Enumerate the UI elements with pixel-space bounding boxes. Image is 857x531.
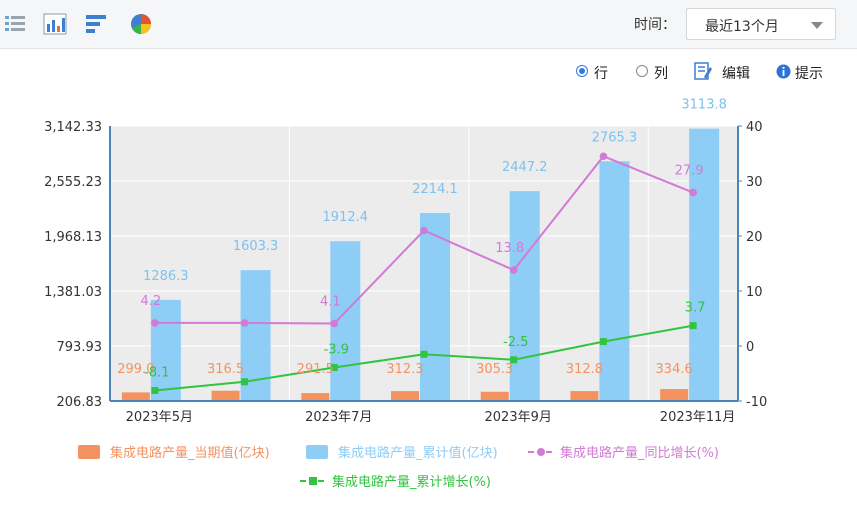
row-radio[interactable]: [576, 65, 588, 77]
bar-current: [660, 389, 689, 401]
label-current: 312.8: [566, 362, 603, 377]
legend-swatch: [306, 445, 328, 459]
chevron-down-icon: [811, 22, 823, 29]
right-axis-tick: 40: [746, 120, 763, 135]
line-point: [151, 387, 159, 395]
bar-current: [570, 391, 599, 401]
row-option-label[interactable]: 行: [594, 66, 608, 82]
legend-label: 集成电路产量_同比增长(%): [560, 445, 719, 461]
x-axis-tick: 2023年11月: [660, 410, 736, 425]
line-series: [151, 152, 697, 395]
label-cum-growth: -2.5: [503, 335, 528, 350]
axes: 3,142.33 2,555.23 1,968.13 1,381.03 793.93 20…: [44, 120, 767, 425]
right-axis-tick: 20: [746, 230, 763, 245]
pie-chart-icon[interactable]: [128, 12, 154, 36]
x-axis-tick: 2023年5月: [126, 410, 193, 425]
tip-button[interactable]: 提示: [795, 66, 823, 82]
label-cumulative: 1286.3: [143, 269, 189, 284]
time-label: 时间：: [634, 17, 676, 33]
line-point: [599, 338, 607, 346]
list-icon[interactable]: [2, 12, 28, 36]
label-cum-growth: 3.7: [685, 301, 706, 316]
line-point: [689, 322, 697, 330]
edit-icon[interactable]: [694, 61, 712, 81]
column-option-label[interactable]: 列: [654, 66, 668, 82]
right-axis-tick: 30: [746, 175, 763, 190]
right-axis-tick: 0: [746, 340, 754, 355]
label-cumulative: 1603.3: [233, 239, 279, 254]
label-yoy: 4.1: [320, 294, 341, 309]
bar-cumulative: [599, 161, 630, 401]
legend-swatch: [78, 445, 100, 459]
label-cumulative: 2214.1: [412, 182, 458, 197]
legend-label: 集成电路产量_累计值(亿块): [338, 445, 498, 461]
bar-current: [480, 391, 509, 401]
time-range-value: 最近13个月: [705, 19, 779, 35]
label-cumulative: 1912.4: [323, 210, 369, 225]
bar-chart-icon[interactable]: [42, 12, 68, 36]
label-current: 291.5: [297, 362, 334, 377]
bar-current: [121, 392, 150, 401]
label-cumulative: 2765.3: [592, 130, 638, 145]
bar-series: [121, 128, 720, 401]
toolbar: 时间： 最近13个月: [0, 0, 857, 49]
line-point: [240, 319, 249, 327]
x-axis-tick: 2023年7月: [305, 410, 372, 425]
right-axis-tick: -10: [746, 395, 767, 410]
bar-cumulative: [509, 191, 540, 401]
label-cum-growth: -8.1: [144, 366, 169, 381]
legend-marker: [537, 448, 545, 456]
label-current: 299.0: [117, 362, 154, 377]
left-axis-tick: 1,968.13: [44, 230, 102, 245]
line-point: [151, 319, 159, 327]
label-yoy: 27.9: [675, 164, 704, 179]
line-point: [689, 188, 697, 197]
right-axis-tick: 10: [746, 285, 763, 300]
label-current: 334.6: [656, 362, 693, 377]
legend-label: 集成电路产量_当期值(亿块): [110, 445, 270, 461]
line-point: [241, 378, 249, 386]
edit-button[interactable]: 编辑: [722, 66, 750, 82]
left-axis-tick: 206.83: [57, 395, 103, 410]
line-point: [509, 266, 518, 274]
line-point: [599, 152, 608, 161]
legend-label: 集成电路产量_累计增长(%): [332, 474, 491, 490]
line-point: [420, 226, 428, 235]
label-cumulative: 2447.2: [502, 160, 548, 175]
data-labels: 299.0 316.5 291.5 312.3 305.3 312.8 334.6 1286.…: [117, 98, 727, 381]
label-cum-growth: -3.9: [324, 342, 349, 357]
legend-marker: [309, 477, 317, 485]
line-point: [330, 319, 339, 328]
horizontal-bar-icon[interactable]: [84, 12, 110, 36]
bar-cumulative: [150, 299, 181, 401]
bar-current: [211, 390, 240, 401]
left-axis-tick: 1,381.03: [44, 285, 102, 300]
line-point: [510, 356, 518, 364]
bar-current: [391, 391, 419, 401]
label-current: 305.3: [476, 362, 513, 377]
line-point: [420, 350, 428, 358]
bar-cumulative: [689, 128, 720, 401]
label-yoy: 4.2: [141, 294, 162, 309]
legend: 集成电路产量_当期值(亿块) 集成电路产量_累计值(亿块) 集成电路产量_同比增长(…: [78, 445, 719, 490]
bar-cumulative: [420, 212, 450, 401]
info-icon[interactable]: [776, 64, 791, 79]
label-yoy: 13.8: [495, 241, 524, 256]
left-axis-tick: 793.93: [57, 340, 103, 355]
label-current: 312.3: [386, 362, 423, 377]
left-axis-tick: 2,555.23: [44, 175, 102, 190]
line-point: [330, 363, 338, 371]
label-cumulative: 3113.8: [681, 98, 727, 113]
time-range-select[interactable]: 最近13个月: [686, 8, 836, 40]
column-radio[interactable]: [636, 65, 648, 77]
label-current: 316.5: [207, 362, 244, 377]
left-axis-tick: 3,142.33: [44, 120, 102, 135]
x-axis-tick: 2023年9月: [485, 410, 552, 425]
bar-current: [301, 393, 330, 401]
